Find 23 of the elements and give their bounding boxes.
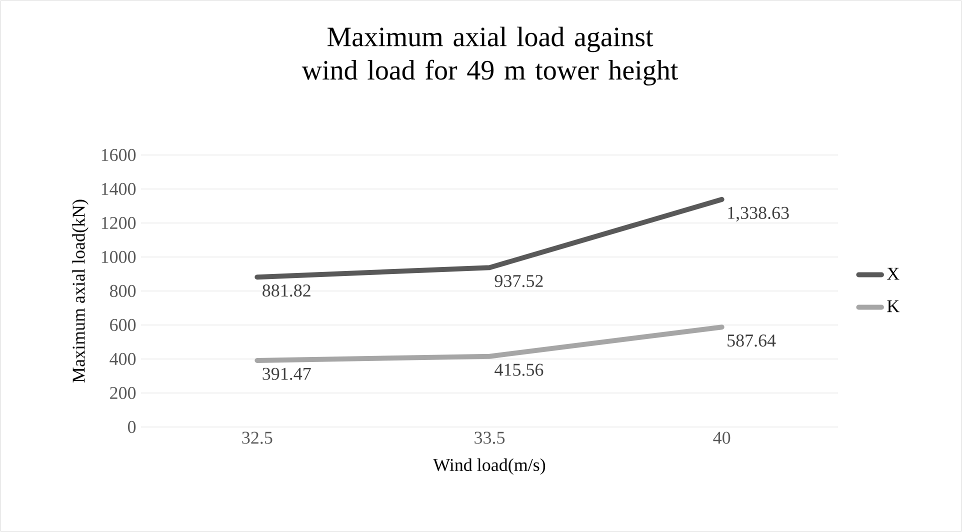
chart-title: Maximum axial load against wind load for 49 m tower height (302, 26, 678, 86)
y-tick-label: 800 (110, 284, 136, 298)
data-label: 937.52 (494, 274, 543, 288)
y-tick-label: 1000 (102, 250, 136, 264)
y-tick-label: 0 (128, 420, 136, 434)
x-tick-label: 33.5 (474, 432, 505, 444)
y-tick-label: 600 (110, 318, 136, 332)
data-label: 415.56 (494, 364, 544, 376)
x-tick-label: 40 (713, 432, 730, 444)
y-tick-label: 400 (110, 352, 136, 366)
y-tick-label: 200 (110, 386, 136, 400)
y-tick-label: 1200 (102, 216, 136, 230)
legend-label: X (887, 268, 900, 280)
data-label: 1,338.63 (728, 206, 789, 222)
x-axis-title: Wind load(m/s) (433, 458, 546, 475)
x-tick-label: 32.5 (242, 432, 272, 444)
y-axis-title: Maximum axial load(kN) (72, 200, 88, 382)
legend-label: K (887, 300, 900, 312)
data-label: 881.82 (262, 284, 310, 297)
data-label: 587.64 (728, 334, 776, 347)
data-label: 391.47 (262, 368, 311, 380)
y-tick-label: 1400 (102, 182, 136, 196)
y-tick-label: 1600 (102, 148, 136, 162)
